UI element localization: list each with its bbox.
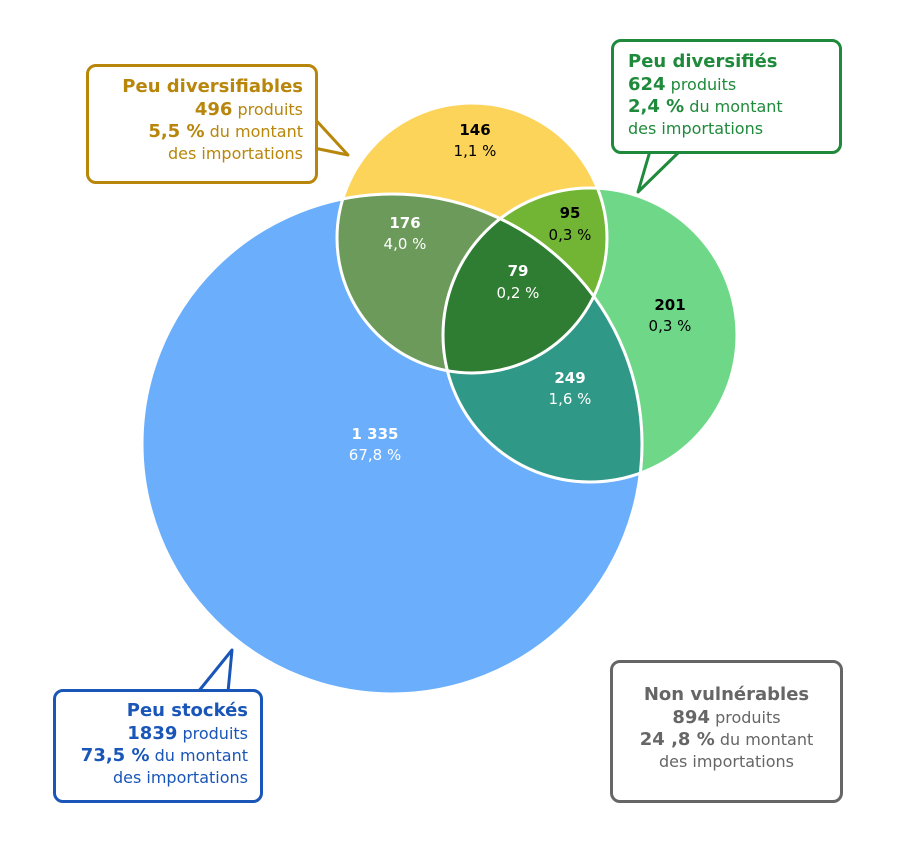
callout-peu-diversifiables-pct-suffix: du montant	[204, 122, 303, 141]
callout-peu-diversifiables-pct: 5,5 %	[148, 121, 205, 142]
region-diversifiables-diversifies-pct: 0,3 %	[549, 226, 592, 244]
callout-non-vulnerables-count: 894	[672, 707, 710, 728]
region-stockes-only-count: 1 335	[352, 425, 399, 443]
region-diversifies-only-pct: 0,3 %	[649, 317, 692, 335]
callout-peu-diversifies-count-suffix: produits	[665, 75, 737, 94]
callout-peu-diversifiables-line3: des importations	[167, 144, 303, 163]
callout-diversifiables-tail	[312, 116, 350, 157]
callout-peu-stockes-count-suffix: produits	[177, 724, 248, 743]
callout-peu-stockes-title: Peu stockés	[126, 700, 248, 721]
region-stockes-diversifiables-pct: 4,0 %	[384, 235, 427, 253]
callout-peu-diversifiables-count-suffix: produits	[232, 100, 303, 119]
callout-non-vulnerables-title: Non vulnérables	[643, 684, 810, 705]
callout-peu-stockes-line3: des importations	[112, 768, 248, 787]
callout-non-vulnerables-line3: des importations	[658, 752, 795, 771]
region-stockes-diversifies-count: 249	[554, 369, 585, 387]
callout-peu-stockes-count: 1839	[127, 723, 178, 744]
region-stockes-only-pct: 67,8 %	[349, 446, 401, 464]
callout-peu-diversifiables-title: Peu diversifiables	[122, 76, 303, 97]
callout-non-vulnerables-count-suffix: produits	[709, 708, 781, 727]
callout-peu-diversifies-pct: 2,4 %	[628, 96, 685, 117]
callout-peu-diversifiables-count: 496	[194, 99, 233, 120]
region-diversifiables-only-count: 146	[459, 121, 490, 139]
region-diversifiables-diversifies-count: 95	[560, 204, 581, 222]
region-stockes-diversifies-pct: 1,6 %	[549, 390, 592, 408]
callout-peu-diversifiables: Peu diversifiables 496 produits 5,5 % du…	[86, 64, 318, 184]
callout-non-vulnerables: Non vulnérables 894 produits 24 ,8 % du …	[610, 660, 843, 803]
callout-peu-diversifies: Peu diversifiés 624 produits 2,4 % du mo…	[611, 39, 842, 154]
region-diversifies-only-count: 201	[654, 296, 685, 314]
callout-peu-diversifies-line3: des importations	[628, 119, 764, 138]
region-triple-pct: 0,2 %	[497, 284, 540, 302]
callout-peu-diversifies-count: 624	[628, 74, 666, 95]
callout-peu-stockes-pct-suffix: du montant	[149, 746, 248, 765]
callout-peu-diversifies-pct-suffix: du montant	[684, 97, 783, 116]
callout-peu-stockes-pct: 73,5 %	[80, 745, 150, 766]
region-diversifiables-only-pct: 1,1 %	[454, 142, 497, 160]
callout-diversifies-tail	[636, 149, 682, 194]
callout-peu-diversifies-title: Peu diversifiés	[628, 51, 778, 72]
callout-non-vulnerables-pct: 24 ,8 %	[639, 729, 715, 750]
callout-non-vulnerables-pct-suffix: du montant	[714, 730, 814, 749]
region-triple-count: 79	[508, 262, 529, 280]
region-stockes-diversifiables-count: 176	[389, 214, 420, 232]
callout-peu-stockes: Peu stockés 1839 produits 73,5 % du mont…	[53, 689, 263, 803]
callout-stockes-tail	[196, 648, 234, 694]
